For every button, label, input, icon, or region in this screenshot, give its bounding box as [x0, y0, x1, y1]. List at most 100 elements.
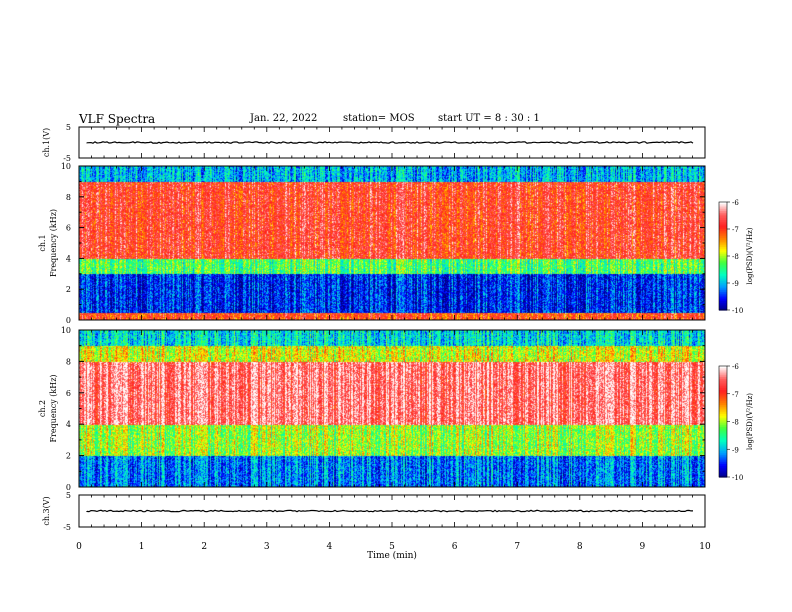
colorbar-swatch [719, 216, 727, 219]
y-tick-label: 5 [66, 491, 71, 500]
colorbar-tick-label: -7 [732, 391, 739, 399]
colorbar-swatch [719, 456, 727, 460]
colorbar-swatch [719, 211, 727, 214]
colorbar-swatch [719, 234, 727, 237]
x-tick-label: 5 [389, 542, 395, 552]
y-tick-label: 8 [66, 193, 71, 202]
colorbar-swatch [719, 257, 727, 261]
y-tick-label: 2 [66, 452, 71, 461]
colorbar-swatch [719, 218, 727, 221]
x-tick-label: 6 [452, 542, 458, 552]
colorbar-swatch [719, 393, 727, 397]
x-tick-label: 8 [577, 542, 583, 552]
colorbar-swatch [719, 451, 727, 454]
waveform-trace-ch1-waveform [86, 141, 694, 144]
y-tick-label: 10 [61, 326, 71, 335]
x-axis-label: Time (min) [367, 550, 417, 561]
colorbar-swatch [719, 386, 727, 389]
colorbar-tick-label: -8 [732, 419, 739, 427]
colorbar-swatch [719, 248, 727, 252]
y-tick-label: 0 [66, 316, 71, 325]
y-tick-label: 5 [66, 123, 71, 132]
x-tick-label: 0 [76, 542, 82, 552]
colorbar-swatch [719, 401, 727, 404]
y-axis-label: ch.1(V) [42, 128, 51, 157]
colorbar-swatch [719, 403, 727, 406]
colorbar-swatch [719, 239, 727, 243]
figure-title: VLF Spectra [79, 112, 156, 126]
colorbar-swatch [719, 419, 727, 423]
colorbar-swatch [719, 399, 727, 402]
colorbar-swatch [719, 414, 727, 417]
y-tick-label: 6 [66, 389, 71, 398]
colorbar-swatch [719, 247, 727, 250]
colorbar-swatch [719, 306, 727, 309]
colorbar-swatch [719, 207, 727, 210]
colorbar-swatch [719, 205, 727, 208]
waveform-trace-ch3-waveform [86, 509, 693, 513]
colorbar-swatch [719, 299, 727, 302]
colorbar-swatch [719, 384, 727, 387]
x-tick-label: 7 [514, 542, 520, 552]
colorbar-swatch [719, 408, 727, 411]
colorbar-swatch [719, 214, 727, 217]
colorbar-swatch [719, 441, 727, 445]
colorbar-swatch [719, 209, 727, 212]
colorbar-swatch [719, 212, 727, 216]
colorbar-swatch [719, 245, 727, 248]
colorbar-swatch [719, 460, 727, 463]
y-tick-label: 0 [66, 483, 71, 492]
colorbar-tick-label: -9 [732, 280, 739, 288]
colorbar-swatch [719, 272, 727, 275]
colorbar-swatch [719, 263, 727, 266]
colorbar-swatch [719, 445, 727, 448]
y-axis-label: ch.3(V) [42, 496, 51, 525]
colorbar-swatch [719, 297, 727, 300]
colorbar-swatch [719, 371, 727, 374]
x-tick-label: 9 [640, 542, 646, 552]
colorbar-swatch [719, 425, 727, 428]
colorbar-swatch [719, 304, 727, 307]
colorbar-swatch [719, 302, 727, 306]
colorbar-swatch [719, 250, 727, 253]
colorbar-swatch [719, 454, 727, 458]
colorbar-swatch [719, 443, 727, 447]
colorbar-tick-label: -8 [732, 253, 739, 261]
colorbar-swatch [719, 270, 727, 273]
colorbar-swatch [719, 275, 727, 279]
colorbar-swatch [719, 227, 727, 230]
colorbar-swatch [719, 225, 727, 228]
y-tick-label: 8 [66, 357, 71, 366]
colorbar-swatch [719, 382, 727, 386]
colorbar-swatch [719, 410, 727, 413]
colorbar-swatch [719, 406, 727, 410]
colorbar-swatch [719, 243, 727, 246]
colorbar-swatch [719, 220, 727, 223]
colorbar-swatch [719, 288, 727, 291]
colorbar-tick-label: -10 [732, 474, 743, 482]
colorbar-swatch [719, 438, 727, 441]
colorbar-swatch [719, 404, 727, 408]
colorbar-swatch [719, 462, 727, 465]
colorbar-swatch [719, 436, 727, 439]
colorbar-swatch [719, 301, 727, 304]
colorbar-swatch [719, 254, 727, 257]
colorbar-swatch [719, 252, 727, 255]
colorbar-swatch [719, 241, 727, 244]
spectrogram-image-ch2-spectrogram [79, 330, 705, 487]
colorbar-swatch [719, 423, 727, 426]
colorbar-tick-label: -6 [732, 199, 739, 207]
colorbar-tick-label: -9 [732, 446, 739, 454]
colorbar-swatch [719, 415, 727, 419]
colorbar-swatch [719, 277, 727, 280]
colorbar-swatch [719, 375, 727, 378]
colorbar-swatch [719, 373, 727, 376]
y-axis-label-frequency: Frequency (kHz) [49, 209, 58, 277]
colorbar-swatch [719, 261, 727, 264]
colorbar-swatch [719, 397, 727, 400]
colorbar-swatch [719, 378, 727, 382]
colorbar-swatch [719, 380, 727, 384]
colorbar-swatch [719, 421, 727, 424]
colorbar-tick-label: -10 [732, 307, 743, 315]
